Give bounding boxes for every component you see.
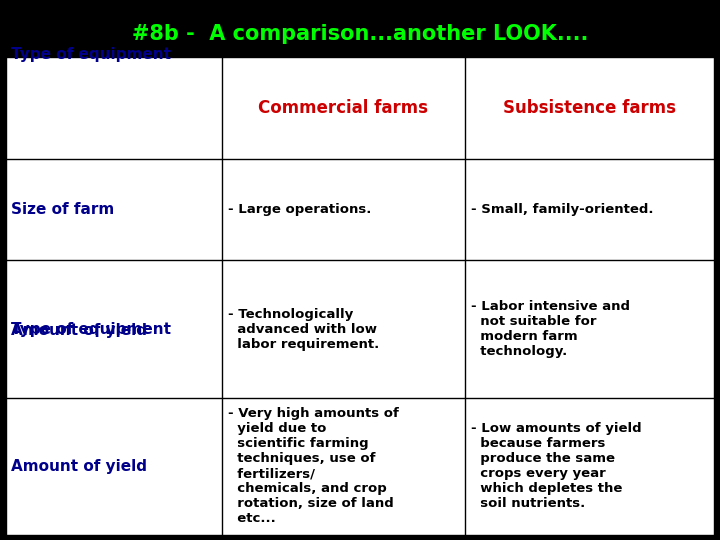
Text: #8b -  A comparison...another LOOK....: #8b - A comparison...another LOOK.... <box>132 24 588 44</box>
Text: - Large operations.: - Large operations. <box>228 203 371 216</box>
Text: - Small, family-oriented.: - Small, family-oriented. <box>471 203 653 216</box>
Text: - Technologically
  advanced with low
  labor requirement.: - Technologically advanced with low labo… <box>228 308 379 350</box>
Text: - Very high amounts of
  yield due to
  scientific farming
  techniques, use of
: - Very high amounts of yield due to scie… <box>228 408 398 525</box>
Text: Type of equipment: Type of equipment <box>11 322 171 336</box>
Text: Size of farm: Size of farm <box>11 202 114 217</box>
Text: Amount of yield: Amount of yield <box>11 323 147 338</box>
Bar <box>6 57 714 535</box>
Text: Type of equipment: Type of equipment <box>11 47 171 62</box>
Text: Commercial farms: Commercial farms <box>258 99 428 117</box>
Text: - Low amounts of yield
  because farmers
  produce the same
  crops every year
 : - Low amounts of yield because farmers p… <box>471 422 642 510</box>
Text: - Labor intensive and
  not suitable for
  modern farm
  technology.: - Labor intensive and not suitable for m… <box>471 300 629 358</box>
Text: Subsistence farms: Subsistence farms <box>503 99 676 117</box>
Text: Amount of yield: Amount of yield <box>11 459 147 474</box>
